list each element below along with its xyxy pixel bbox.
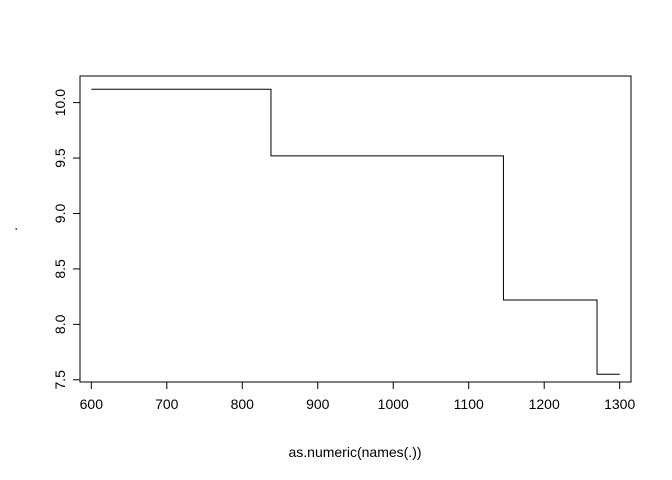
y-tick-label: 9.5: [52, 148, 68, 168]
x-tick-label: 1300: [604, 396, 635, 412]
y-axis: 7.5 8.0 8.5 9.0 9.5 10.0: [52, 89, 81, 390]
x-tick-label: 1000: [378, 396, 409, 412]
x-axis: 600 700 800 900 1000 1100 1200 1300: [80, 381, 635, 412]
x-tick-label: 700: [155, 396, 179, 412]
y-axis-label: .: [4, 227, 20, 231]
step-series-line: [91, 88, 620, 375]
series-layer: [91, 88, 620, 375]
plot-area-frame: [79, 75, 632, 383]
y-tick-label: 8.5: [52, 259, 68, 279]
x-tick-label: 800: [231, 396, 255, 412]
y-tick-label: 9.0: [52, 204, 68, 224]
x-tick-label: 600: [80, 396, 104, 412]
x-tick-label: 1100: [454, 396, 484, 412]
x-tick-label: 1200: [529, 396, 560, 412]
x-tick-label: 900: [306, 396, 330, 412]
y-tick-label: 7.5: [52, 370, 68, 390]
y-tick-label: 8.0: [52, 314, 68, 334]
x-axis-label: as.numeric(names(.)): [288, 444, 421, 460]
y-tick-label: 10.0: [52, 89, 68, 116]
